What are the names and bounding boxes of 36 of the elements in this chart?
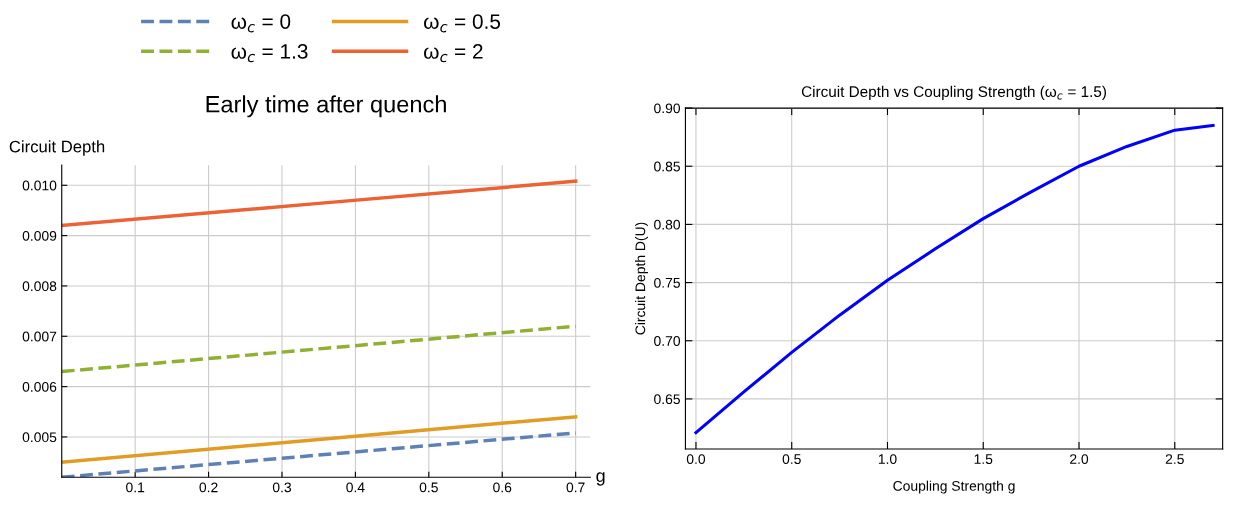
chart-title: Early time after quench: [206, 95, 446, 118]
y-tick-label: 0.90: [654, 103, 681, 114]
x-tick-label: 0.5: [419, 482, 438, 493]
y-tick-label: 0.70: [654, 336, 681, 346]
chart-title: Circuit Depth vs Coupling Strength (ω$_{c}$ = 1.5): [801, 85, 1106, 101]
y-tick-label: 0.75: [654, 277, 680, 288]
x-tick-label: 0.3: [272, 482, 292, 493]
x-tick-label: 2.5: [1165, 454, 1184, 465]
x-tick-label: 0.1: [126, 482, 145, 493]
line-series: [694, 123, 1215, 435]
x-axis-title: g: [596, 472, 605, 486]
x-tick-label: 0.0: [686, 454, 706, 465]
legend-label: ω$_{c}$ = 0: [231, 14, 291, 33]
y-tick-label: 0.007: [22, 331, 57, 342]
x-tick-label: 0.4: [346, 482, 365, 493]
x-tick-label: 1.5: [974, 454, 993, 465]
y-tick-label: 0.85: [654, 161, 680, 172]
y-tick-label: 0.65: [654, 394, 680, 405]
x-tick-label: 0.6: [493, 482, 512, 493]
y-tick-label: 0.006: [22, 381, 57, 392]
x-tick-label: 0.5: [782, 454, 801, 465]
y-axis-title: Circuit Depth: [9, 140, 105, 156]
y-tick-label: 0.009: [22, 230, 57, 241]
x-tick-label: 1.0: [878, 454, 897, 465]
x-tick-label: 0.7: [566, 482, 585, 493]
y-tick-label: 0.80: [654, 219, 681, 230]
legend-label: ω$_{c}$ = 1.3: [231, 44, 308, 63]
y-tick-label: 0.010: [22, 180, 57, 191]
x-tick-label: 0.2: [199, 482, 218, 493]
x-tick-label: 2.0: [1070, 454, 1089, 465]
legend-label: ω$_{c}$ = 2: [424, 44, 483, 63]
legend-label: ω$_{c}$ = 0.5: [424, 14, 501, 33]
x-axis-title: Coupling Strength g: [893, 480, 1015, 494]
y-tick-label: 0.005: [22, 432, 57, 443]
y-tick-label: 0.008: [22, 281, 57, 292]
y-axis-title: Circuit Depth D(U): [635, 222, 648, 335]
